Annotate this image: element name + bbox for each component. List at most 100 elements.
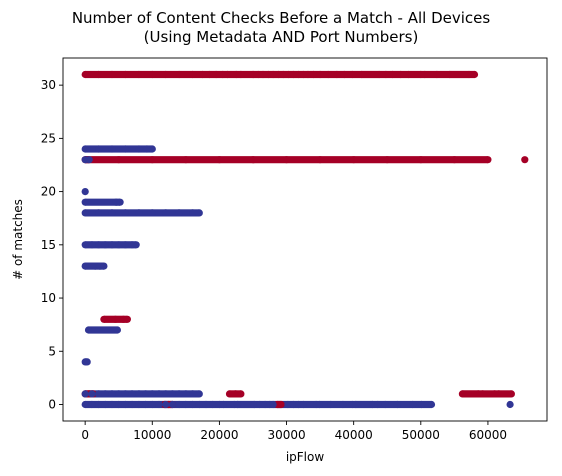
plot-frame xyxy=(62,57,548,422)
data-point xyxy=(115,241,123,249)
data-point xyxy=(142,390,150,398)
data-point xyxy=(417,156,425,164)
data-point xyxy=(237,390,245,398)
data-point xyxy=(121,241,129,249)
data-point xyxy=(375,70,383,79)
data-point xyxy=(155,390,163,398)
data-point xyxy=(162,70,170,79)
data-point xyxy=(382,70,390,79)
data-point xyxy=(111,315,119,323)
data-point xyxy=(507,390,515,398)
data-point xyxy=(393,400,401,409)
data-point xyxy=(116,198,124,206)
y-tick-label: 5 xyxy=(48,344,56,358)
data-point xyxy=(277,400,285,409)
data-point xyxy=(88,390,96,398)
data-point xyxy=(374,400,382,409)
data-point xyxy=(108,70,116,79)
data-point xyxy=(458,390,466,398)
data-point xyxy=(175,209,183,217)
data-point xyxy=(316,70,324,79)
points-layer xyxy=(81,70,529,409)
data-point xyxy=(433,70,441,79)
data-point xyxy=(135,209,143,217)
data-point xyxy=(484,156,492,164)
data-point xyxy=(81,209,89,217)
data-point xyxy=(405,70,413,79)
data-point xyxy=(101,390,109,398)
x-tick-label: 30000 xyxy=(267,428,305,442)
data-point xyxy=(100,262,108,270)
data-point xyxy=(259,70,267,79)
data-point xyxy=(250,400,258,409)
y-tick-label: 20 xyxy=(41,185,56,199)
data-point xyxy=(212,70,220,79)
data-point xyxy=(83,358,91,366)
data-point xyxy=(299,400,307,409)
data-point xyxy=(397,70,405,79)
data-point xyxy=(304,70,312,79)
data-point xyxy=(148,156,156,164)
data-point xyxy=(209,400,217,409)
data-point xyxy=(358,70,366,79)
data-point xyxy=(279,70,287,79)
data-point xyxy=(108,145,116,153)
data-point xyxy=(333,70,341,79)
data-point xyxy=(348,70,356,79)
data-point xyxy=(155,400,163,409)
data-point xyxy=(284,400,292,409)
data-point xyxy=(182,156,190,164)
data-point xyxy=(389,70,397,79)
data-point xyxy=(233,400,242,409)
data-point xyxy=(195,209,203,217)
data-point xyxy=(142,400,150,409)
data-point xyxy=(195,400,203,409)
data-point xyxy=(189,390,197,398)
data-point xyxy=(100,315,108,323)
data-point xyxy=(316,156,324,164)
data-point xyxy=(115,390,123,398)
data-point xyxy=(95,241,103,249)
data-point xyxy=(231,390,240,398)
data-point xyxy=(143,145,151,153)
x-tick-label: 60000 xyxy=(469,428,507,442)
data-point xyxy=(128,390,136,398)
data-point xyxy=(168,390,176,398)
data-point xyxy=(108,390,116,398)
y-tick-label: 25 xyxy=(41,131,56,145)
data-point xyxy=(121,400,129,409)
data-point xyxy=(108,400,116,409)
x-tick-label: 10000 xyxy=(133,428,171,442)
data-point xyxy=(81,390,89,398)
data-point xyxy=(162,209,170,217)
data-point xyxy=(249,156,257,164)
data-point xyxy=(189,209,197,217)
data-point xyxy=(175,390,183,398)
data-point xyxy=(470,70,479,79)
y-tick-label: 0 xyxy=(48,398,56,412)
data-point xyxy=(340,70,348,79)
x-axis-label: ipFlow xyxy=(286,450,325,464)
data-point xyxy=(189,70,197,79)
data-point xyxy=(269,400,277,409)
data-point xyxy=(324,70,332,79)
data-point xyxy=(148,209,156,217)
data-point xyxy=(135,400,143,409)
data-point xyxy=(223,70,232,79)
y-tick-label: 15 xyxy=(41,238,56,252)
data-point xyxy=(108,241,116,249)
data-point xyxy=(315,400,323,409)
data-point xyxy=(95,145,103,153)
chart-title-line-2: (Using Metadata AND Port Numbers) xyxy=(143,28,419,46)
data-point xyxy=(189,400,197,409)
data-point xyxy=(85,156,93,164)
data-point xyxy=(202,400,210,409)
data-point xyxy=(409,400,417,409)
data-point xyxy=(115,156,123,164)
data-point xyxy=(95,70,103,79)
y-tick-label: 10 xyxy=(41,291,56,305)
data-point xyxy=(417,400,426,409)
data-point xyxy=(182,400,190,409)
